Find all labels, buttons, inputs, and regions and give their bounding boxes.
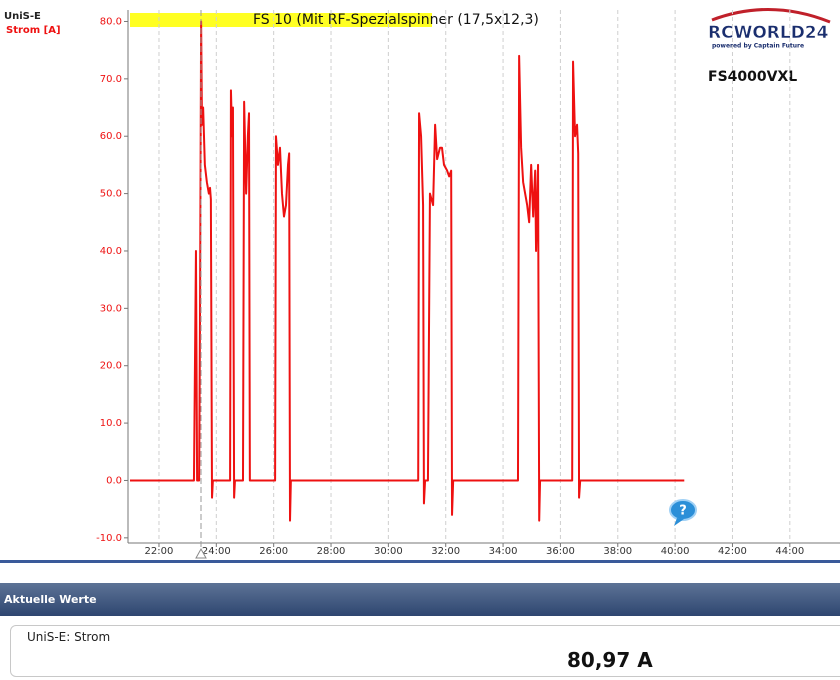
logo-name: RCWORLD24 bbox=[708, 23, 829, 43]
y-tick-label: -10.0 bbox=[96, 533, 122, 544]
device-label: UniS-E bbox=[4, 11, 41, 22]
help-icon[interactable]: ? bbox=[669, 499, 697, 526]
y-tick-label: 60.0 bbox=[100, 131, 122, 142]
x-tick-label: 26:00 bbox=[259, 546, 288, 557]
x-tick-label: 24:00 bbox=[202, 546, 231, 557]
y-tick-label: 50.0 bbox=[100, 189, 122, 200]
x-tick-label: 38:00 bbox=[603, 546, 632, 557]
x-tick-label: 34:00 bbox=[489, 546, 518, 557]
y-tick-label: 20.0 bbox=[100, 361, 122, 372]
x-tick-label: 42:00 bbox=[718, 546, 747, 557]
y-tick-label: 0.0 bbox=[106, 475, 122, 486]
panel-header: Aktuelle Werte bbox=[0, 583, 840, 616]
y-tick-label: 80.0 bbox=[100, 16, 122, 27]
y-tick-label: 10.0 bbox=[100, 418, 122, 429]
title-highlight bbox=[130, 13, 432, 27]
x-tick-label: 22:00 bbox=[145, 546, 174, 557]
logo: RCWORLD24 powered by Captain Future bbox=[708, 8, 831, 50]
y-tick-label: 70.0 bbox=[100, 74, 122, 85]
cursor-marker bbox=[195, 547, 207, 559]
y-tick-label: 40.0 bbox=[100, 246, 122, 257]
x-tick-label: 44:00 bbox=[775, 546, 804, 557]
x-tick-label: 30:00 bbox=[374, 546, 403, 557]
x-tick-label: 40:00 bbox=[661, 546, 690, 557]
panel-box: UniS-E: Strom 80,97 A bbox=[10, 625, 840, 677]
x-tick-label: 36:00 bbox=[546, 546, 575, 557]
logo-swoosh bbox=[711, 8, 831, 24]
value-label: UniS-E: Strom bbox=[27, 630, 111, 644]
logo-tagline: powered by Captain Future bbox=[712, 43, 804, 50]
x-tick-label: 32:00 bbox=[431, 546, 460, 557]
chart-title: FS 10 (Mit RF-Spezialspinner (17,5x12,3) bbox=[253, 12, 539, 28]
annotation: FS4000VXL bbox=[708, 69, 797, 85]
help-mark[interactable]: ? bbox=[679, 504, 687, 519]
help-tail[interactable] bbox=[674, 518, 684, 526]
current-value: 80,97 A bbox=[567, 648, 653, 672]
help-bubble[interactable] bbox=[669, 499, 697, 521]
panel-divider bbox=[0, 560, 840, 563]
data-line bbox=[130, 20, 685, 522]
legend-entry: Strom [A] bbox=[6, 25, 61, 36]
x-tick-label: 28:00 bbox=[317, 546, 346, 557]
chart: FS 10 (Mit RF-Spezialspinner (17,5x12,3)… bbox=[4, 8, 840, 559]
y-tick-label: 30.0 bbox=[100, 303, 122, 314]
